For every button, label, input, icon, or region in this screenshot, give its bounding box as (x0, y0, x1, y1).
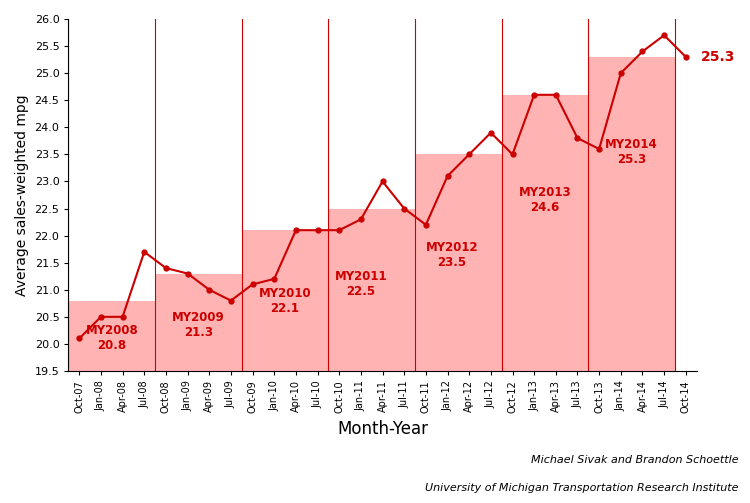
Text: University of Michigan Transportation Research Institute: University of Michigan Transportation Re… (425, 483, 739, 493)
Text: Michael Sivak and Brandon Schoettle: Michael Sivak and Brandon Schoettle (531, 455, 739, 465)
Text: MY2010
22.1: MY2010 22.1 (259, 287, 311, 314)
Bar (328, 209, 415, 371)
Bar (242, 230, 328, 371)
Text: 25.3: 25.3 (701, 50, 735, 64)
Bar (155, 274, 242, 371)
Text: MY2009
21.3: MY2009 21.3 (172, 311, 225, 339)
Y-axis label: Average sales-weighted mpg: Average sales-weighted mpg (15, 94, 29, 296)
Bar (68, 301, 155, 371)
X-axis label: Month-Year: Month-Year (337, 420, 428, 438)
Text: MY2014
25.3: MY2014 25.3 (605, 138, 658, 165)
Text: MY2012
23.5: MY2012 23.5 (425, 240, 478, 269)
Text: MY2013
24.6: MY2013 24.6 (519, 187, 572, 214)
Text: MY2011
22.5: MY2011 22.5 (334, 270, 387, 298)
Bar (502, 95, 588, 371)
Bar (415, 154, 502, 371)
Text: MY2008
20.8: MY2008 20.8 (86, 324, 138, 353)
Bar (588, 57, 675, 371)
